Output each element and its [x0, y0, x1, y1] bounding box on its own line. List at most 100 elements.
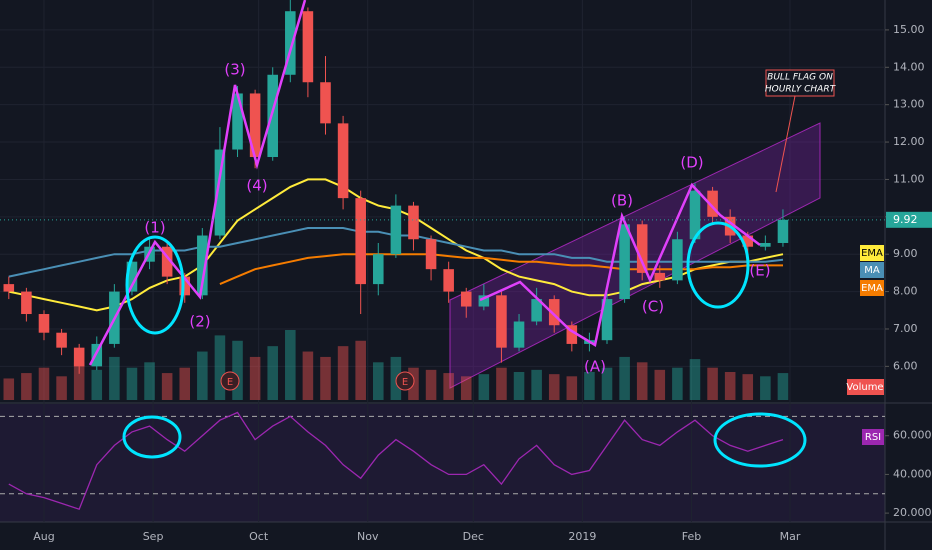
volume-bar — [548, 374, 560, 400]
x-tick-label: Mar — [780, 530, 801, 543]
y-tick-label: 15.00 — [893, 23, 925, 36]
candle-body — [531, 299, 542, 322]
y-tick-label: 9.00 — [893, 247, 918, 260]
x-tick-label: Oct — [249, 530, 269, 543]
candle-body — [320, 82, 331, 124]
highlight-circle — [125, 235, 185, 335]
overlay: RSI 9.92 EMA MA EMA Volume E E (1) (2) (3) (4) (A) (B… — [0, 61, 932, 445]
volume-bar — [144, 362, 155, 400]
candle-body — [285, 11, 296, 75]
abcde-lines — [479, 182, 761, 347]
rsi-line — [8, 411, 784, 511]
y-tick-label: 14.00 — [893, 60, 925, 73]
candle-body — [21, 291, 32, 315]
x-tick-label: Aug — [33, 530, 54, 543]
volume-bar — [126, 367, 138, 400]
volume-tag: Volume — [846, 382, 883, 393]
volume-bar — [460, 376, 472, 400]
candle-body — [249, 93, 261, 158]
volume-bar — [38, 367, 50, 400]
candle-body — [179, 276, 191, 296]
candle-body — [232, 93, 243, 150]
candle-body — [267, 74, 278, 158]
candle-body — [214, 149, 226, 236]
candle-body — [636, 224, 648, 273]
note-box — [765, 69, 835, 97]
volume-bar — [197, 351, 208, 400]
event-marker — [395, 371, 415, 391]
candle-body — [601, 299, 613, 341]
candle-body — [355, 198, 366, 285]
y-tick-label: 11.00 — [893, 172, 925, 185]
candle-body — [73, 347, 85, 367]
volume-bar — [3, 378, 15, 400]
candle-body — [390, 205, 402, 255]
candle-body — [373, 254, 384, 285]
volume-bar — [724, 372, 736, 400]
volume-bar — [636, 362, 648, 400]
volume-bar — [373, 362, 384, 400]
volume-bar — [285, 330, 296, 400]
candle-body — [337, 123, 349, 199]
candle-body — [689, 190, 701, 240]
candle-body — [56, 332, 67, 348]
candle-body — [38, 314, 50, 333]
volume-bar — [443, 373, 454, 400]
candle-body — [443, 269, 454, 292]
last-price-tag-bg — [886, 211, 932, 228]
volume-bar — [672, 367, 683, 400]
wave-label: (2) — [189, 313, 210, 331]
volume-bar — [584, 372, 595, 400]
volume-bar — [707, 367, 718, 400]
volume-bar — [337, 346, 349, 400]
volume-bar — [425, 369, 437, 400]
candle-body — [742, 235, 754, 247]
volume-bar — [742, 374, 754, 400]
rsi-tag: RSI — [865, 432, 881, 443]
candle-body — [672, 239, 683, 281]
wave-label: (B) — [611, 192, 633, 210]
highlight-circle — [686, 221, 750, 309]
note: BULL FLAG ON — [767, 73, 833, 83]
volume-bar — [531, 369, 542, 400]
volume-bar — [566, 376, 578, 400]
volume-bar — [513, 372, 525, 400]
candle-body — [760, 242, 771, 247]
y-tick-label: 6.00 — [893, 359, 918, 372]
candle-body — [654, 272, 666, 281]
candle-body — [707, 190, 718, 217]
volume-bar — [478, 374, 490, 400]
candle-body — [161, 246, 173, 277]
volume-bar — [109, 356, 120, 400]
candle-body — [566, 325, 578, 344]
wave-label: (D) — [680, 154, 703, 172]
volume-tag-bg — [847, 379, 884, 395]
legend-tag-bg — [860, 245, 884, 261]
legend-tag-bg — [860, 262, 884, 278]
volume-bar — [619, 356, 630, 400]
volume-bar — [601, 367, 613, 400]
x-tick-label: Nov — [357, 530, 379, 543]
rsi-tag-bg — [862, 429, 884, 445]
note-arrow — [775, 95, 796, 193]
x-tick-label: Dec — [463, 530, 484, 543]
wave-label: (4) — [246, 177, 267, 195]
y-tick-label: 8.00 — [893, 285, 918, 298]
wave-label: (C) — [642, 298, 664, 316]
candle-body — [91, 343, 103, 367]
volume-bar — [249, 356, 261, 400]
candle-body — [777, 219, 789, 243]
volume-bar — [302, 351, 314, 400]
candle-body — [126, 261, 138, 292]
volume-bar — [179, 367, 191, 400]
volume-bar — [91, 369, 103, 400]
wave-label: (E) — [749, 262, 770, 280]
volume-bar — [267, 346, 278, 400]
volume-bar — [355, 340, 366, 400]
volume-bar — [73, 362, 85, 400]
wave-label: (A) — [584, 358, 606, 376]
x-tick-label: Feb — [682, 530, 701, 543]
event-marker — [220, 371, 240, 391]
rsi-tick-label: 40.0000 — [893, 467, 932, 480]
